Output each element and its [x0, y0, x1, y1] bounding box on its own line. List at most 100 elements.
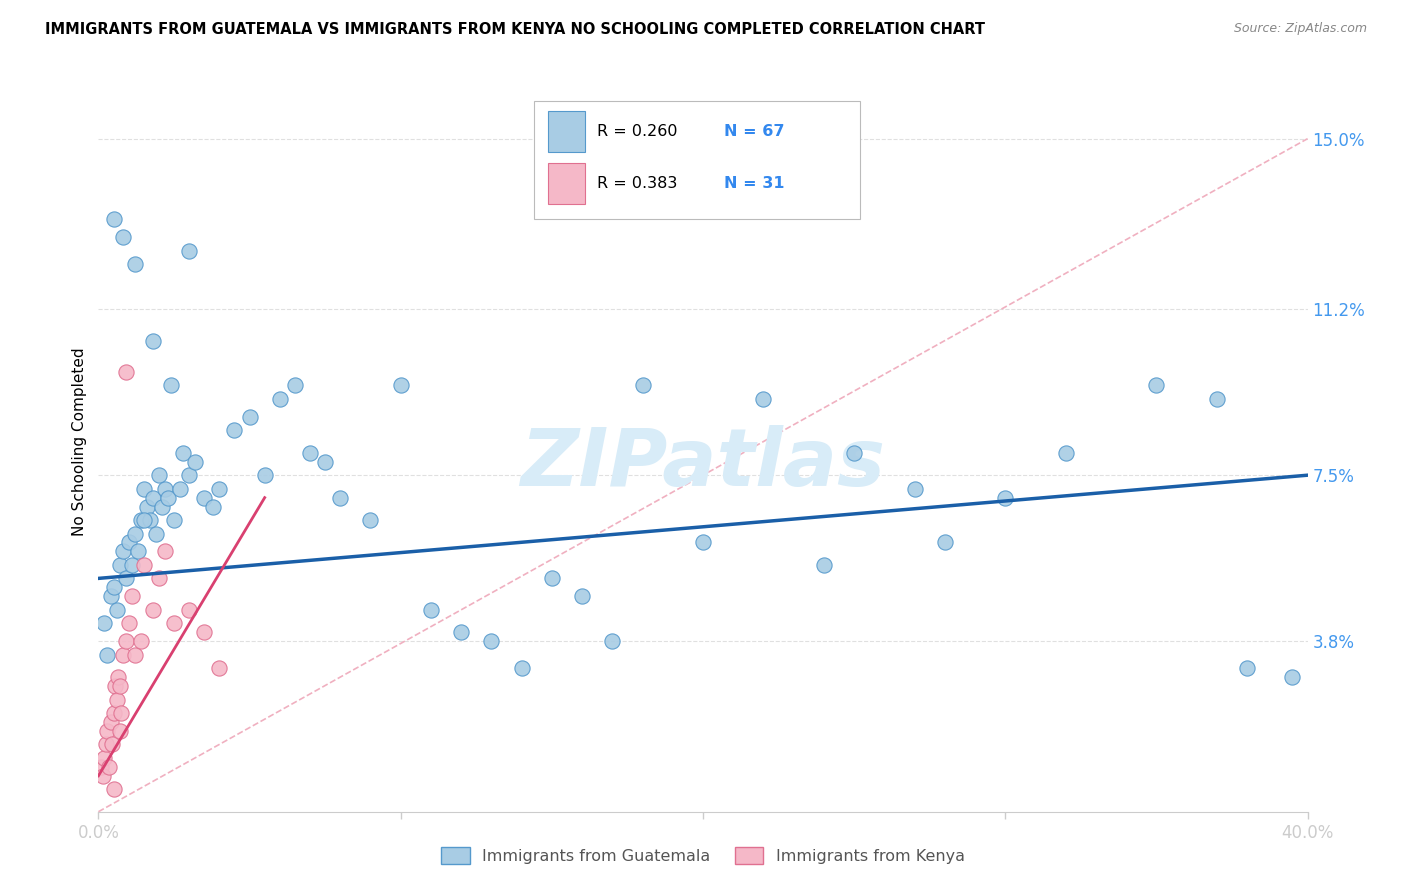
- Point: [169, 482, 191, 496]
- Point: [360, 513, 382, 527]
- Point: [163, 513, 186, 527]
- Point: [844, 446, 866, 460]
- Point: [202, 500, 225, 514]
- Point: [934, 535, 956, 549]
- Text: Source: ZipAtlas.com: Source: ZipAtlas.com: [1233, 22, 1367, 36]
- Point: [121, 558, 143, 572]
- Point: [90, 760, 112, 774]
- Point: [91, 769, 114, 783]
- Point: [111, 544, 134, 558]
- Point: [96, 648, 118, 662]
- Point: [142, 334, 165, 348]
- Point: [93, 751, 115, 765]
- Point: [224, 423, 246, 437]
- FancyBboxPatch shape: [534, 101, 860, 219]
- Legend: Immigrants from Guatemala, Immigrants from Kenya: Immigrants from Guatemala, Immigrants fr…: [434, 841, 972, 871]
- Point: [153, 544, 176, 558]
- Point: [329, 491, 352, 505]
- Point: [142, 491, 165, 505]
- Point: [184, 455, 207, 469]
- Point: [269, 392, 291, 406]
- Point: [108, 723, 131, 738]
- Point: [129, 634, 152, 648]
- Point: [103, 580, 125, 594]
- Point: [193, 625, 215, 640]
- Point: [98, 760, 121, 774]
- Y-axis label: No Schooling Completed: No Schooling Completed: [72, 347, 87, 536]
- Point: [1206, 392, 1229, 406]
- Point: [118, 535, 141, 549]
- Point: [571, 590, 593, 604]
- Text: R = 0.260: R = 0.260: [596, 124, 678, 138]
- Point: [105, 692, 128, 706]
- Point: [540, 571, 562, 585]
- Point: [94, 738, 117, 752]
- Point: [1144, 378, 1167, 392]
- Point: [299, 446, 322, 460]
- Point: [108, 558, 131, 572]
- Point: [103, 212, 125, 227]
- Point: [420, 603, 443, 617]
- Point: [692, 535, 714, 549]
- Point: [132, 482, 155, 496]
- Point: [510, 661, 533, 675]
- Point: [107, 670, 129, 684]
- Text: N = 31: N = 31: [724, 176, 785, 191]
- Point: [1281, 670, 1303, 684]
- Point: [114, 571, 136, 585]
- Point: [110, 706, 132, 720]
- Point: [481, 634, 503, 648]
- Point: [208, 482, 231, 496]
- Point: [124, 648, 146, 662]
- Point: [193, 491, 215, 505]
- Point: [121, 590, 143, 604]
- Point: [150, 500, 173, 514]
- Point: [631, 378, 654, 392]
- Point: [105, 603, 128, 617]
- Point: [139, 513, 162, 527]
- Point: [813, 558, 835, 572]
- Point: [124, 257, 146, 271]
- Text: IMMIGRANTS FROM GUATEMALA VS IMMIGRANTS FROM KENYA NO SCHOOLING COMPLETED CORREL: IMMIGRANTS FROM GUATEMALA VS IMMIGRANTS …: [45, 22, 986, 37]
- Text: ZIPatlas: ZIPatlas: [520, 425, 886, 503]
- Point: [103, 706, 125, 720]
- Point: [101, 738, 124, 752]
- Point: [114, 634, 136, 648]
- Point: [1236, 661, 1258, 675]
- Point: [752, 392, 775, 406]
- Point: [904, 482, 927, 496]
- FancyBboxPatch shape: [548, 163, 585, 204]
- Point: [142, 603, 165, 617]
- Point: [135, 500, 157, 514]
- Point: [124, 526, 146, 541]
- Point: [602, 634, 624, 648]
- Point: [1054, 446, 1077, 460]
- Point: [163, 616, 186, 631]
- Point: [253, 468, 276, 483]
- Point: [108, 679, 131, 693]
- Point: [96, 723, 118, 738]
- Point: [208, 661, 231, 675]
- Point: [93, 616, 115, 631]
- Point: [111, 648, 134, 662]
- Point: [145, 526, 167, 541]
- Point: [148, 468, 170, 483]
- Point: [284, 378, 307, 392]
- Point: [179, 468, 201, 483]
- Point: [239, 409, 262, 424]
- Point: [118, 616, 141, 631]
- Text: R = 0.383: R = 0.383: [596, 176, 676, 191]
- Point: [156, 491, 179, 505]
- Point: [179, 244, 201, 258]
- Point: [179, 603, 201, 617]
- Point: [127, 544, 149, 558]
- Point: [450, 625, 472, 640]
- Point: [111, 230, 134, 244]
- Point: [100, 714, 122, 729]
- Point: [132, 558, 155, 572]
- Point: [100, 590, 122, 604]
- Point: [389, 378, 412, 392]
- Point: [104, 679, 127, 693]
- Point: [132, 513, 155, 527]
- Text: N = 67: N = 67: [724, 124, 785, 138]
